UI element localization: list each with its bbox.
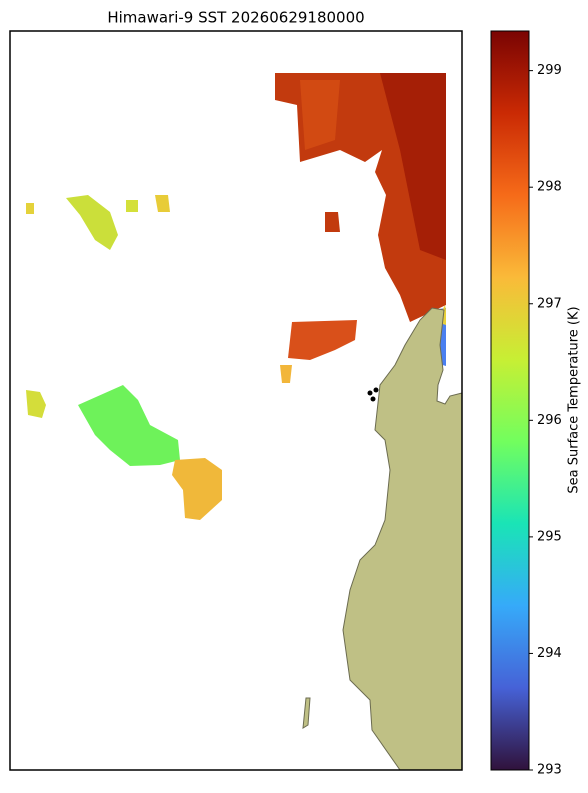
sst-patch <box>155 195 170 212</box>
sst-patch <box>280 365 292 383</box>
colorbar-label: Sea Surface Temperature (K) <box>567 306 582 493</box>
colorbar-tick-label: 298 <box>537 180 562 195</box>
island <box>370 396 376 402</box>
sst-patch <box>26 203 34 214</box>
sst-patch <box>288 320 357 360</box>
land <box>302 697 311 729</box>
map-frame <box>9 30 463 771</box>
map-title: Himawari-9 SST 20260629180000 <box>107 9 364 27</box>
sst-patch <box>66 195 118 250</box>
colorbar-tick-label: 294 <box>537 646 562 661</box>
colorbar-tick-label: 295 <box>537 529 562 544</box>
colorbar-tick-label: 293 <box>537 763 562 778</box>
colorbar-tick-label: 296 <box>537 413 562 428</box>
land <box>342 307 463 771</box>
colorbar-tick-label: 297 <box>537 296 562 311</box>
colorbar <box>490 30 530 771</box>
sst-patch <box>325 212 340 232</box>
sst-patch <box>172 458 222 520</box>
sst-patch <box>78 385 180 466</box>
island <box>373 387 379 393</box>
sst-patch <box>126 200 138 212</box>
sst-patch <box>300 80 340 150</box>
sst-patch <box>26 390 46 418</box>
map-area <box>9 30 463 771</box>
island <box>367 390 373 396</box>
colorbar-tick-label: 299 <box>537 63 562 78</box>
sst-patch <box>380 73 446 260</box>
